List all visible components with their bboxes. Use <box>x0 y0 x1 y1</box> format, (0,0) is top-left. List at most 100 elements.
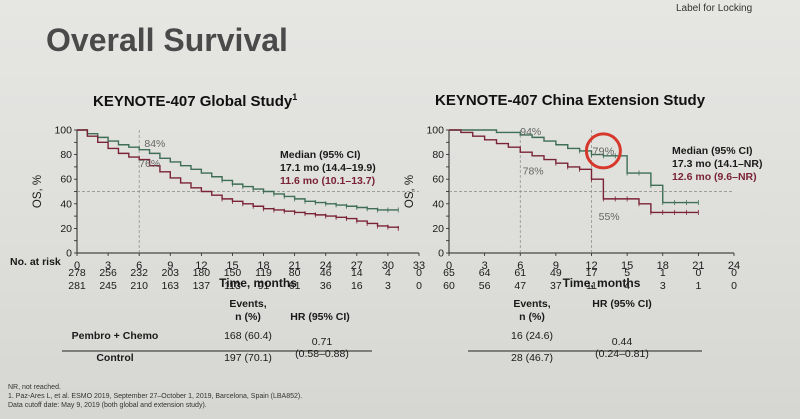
global-median-row: 11.6 mo (10.1–13.7) <box>280 175 375 187</box>
global-at-risk-value: 91 <box>258 280 270 292</box>
global-at-risk-value: 278 <box>68 267 86 279</box>
china-y-tick-label: 0 <box>438 248 444 260</box>
footnotes: NR, not reached. 1. Paz-Ares L, et al. E… <box>8 383 302 410</box>
china-y-tick-label: 20 <box>432 223 444 235</box>
global-x-tick-label: 27 <box>351 260 363 272</box>
global-x-tick-label: 12 <box>195 260 207 272</box>
china-median-row: 17.3 mo (14.1–NR) <box>672 158 762 170</box>
top-label: Label for Locking <box>676 3 753 14</box>
global-x-tick-label: 15 <box>226 260 238 272</box>
right-table-hr-ci: (0.24–0.81) <box>595 348 649 360</box>
global-at-risk-value: 150 <box>224 267 242 279</box>
china-x-tick-label: 0 <box>446 260 452 272</box>
left-table-hr-ci: (0.58–0.88) <box>295 348 349 360</box>
left-table-arm: Control <box>96 352 133 364</box>
global-at-risk-value: 0 <box>416 267 422 279</box>
global-at-risk-value: 0 <box>416 280 422 292</box>
global-y-tick-label: 0 <box>66 248 72 260</box>
china-at-risk-value: 56 <box>479 280 491 292</box>
global-median-title: Median (95% CI) <box>280 149 361 161</box>
global-at-risk-value: 137 <box>193 280 211 292</box>
global-at-risk-value: 61 <box>289 280 301 292</box>
china-at-risk-value: 0 <box>731 267 737 279</box>
china-x-tick-label: 12 <box>585 260 597 272</box>
china-x-tick-label: 15 <box>621 260 633 272</box>
china-annotation: 78% <box>523 165 544 177</box>
at-risk-label: No. at risk <box>10 256 61 268</box>
global-at-risk-value: 232 <box>130 267 148 279</box>
china-at-risk-value: 49 <box>550 267 562 279</box>
global-at-risk-value: 163 <box>162 280 180 292</box>
footnote-line: 1. Paz-Ares L, et al. ESMO 2019, Septemb… <box>8 393 303 400</box>
global-annotation: 84% <box>144 138 165 150</box>
right-table-hr: 0.44 <box>612 336 633 348</box>
china-x-tick-label: 18 <box>657 260 669 272</box>
china-y-axis-label: OS, % <box>404 175 416 208</box>
global-at-risk-value: 36 <box>320 280 332 292</box>
global-x-tick-label: 21 <box>289 260 301 272</box>
global-at-risk-value: 4 <box>385 267 391 279</box>
left-hr-header: HR (95% CI) <box>290 311 350 323</box>
global-at-risk-value: 210 <box>130 280 148 292</box>
china-study-title: KEYNOTE-407 China Extension Study <box>435 92 706 109</box>
china-y-tick-label: 40 <box>432 198 444 210</box>
china-at-risk-value: 5 <box>624 267 630 279</box>
global-at-risk-value: 14 <box>351 267 363 279</box>
china-at-risk-value: 4 <box>624 280 630 292</box>
right-table-events: 16 (24.6) <box>511 330 553 342</box>
china-x-tick-label: 21 <box>692 260 704 272</box>
global-at-risk-value: 245 <box>99 280 117 292</box>
china-annotation: 55% <box>599 211 620 223</box>
china-x-tick-label: 9 <box>553 260 559 272</box>
global-at-risk-value: 16 <box>351 280 363 292</box>
china-at-risk-value: 1 <box>660 267 666 279</box>
global-y-tick-label: 20 <box>60 223 72 235</box>
china-at-risk-value: 0 <box>695 267 701 279</box>
global-study-title: KEYNOTE-407 Global Study1 <box>93 92 297 110</box>
global-study-title-text: KEYNOTE-407 Global Study <box>93 93 293 110</box>
global-study-title-sup: 1 <box>292 92 298 102</box>
china-median-row: 12.6 mo (9.6–NR) <box>672 171 757 183</box>
global-annotation: 76% <box>139 158 160 170</box>
right-hr-header: HR (95% CI) <box>592 298 652 310</box>
china-at-risk-value: 64 <box>479 267 491 279</box>
global-x-tick-label: 0 <box>74 260 80 272</box>
global-at-risk-value: 256 <box>99 267 117 279</box>
global-x-tick-label: 9 <box>167 260 173 272</box>
global-y-tick-label: 100 <box>54 125 72 137</box>
right-events-header: Events, <box>513 298 550 310</box>
china-y-tick-label: 60 <box>432 174 444 186</box>
left-table-events: 197 (70.1) <box>224 352 272 364</box>
global-x-tick-label: 6 <box>136 260 142 272</box>
china-at-risk-value: 0 <box>731 280 737 292</box>
china-highlight-circle <box>584 132 622 170</box>
right-events-header-n: n (%) <box>519 311 545 323</box>
china-y-tick-label: 100 <box>426 125 444 137</box>
china-annotation: 94% <box>520 126 541 138</box>
global-y-axis-label: OS, % <box>32 175 44 208</box>
china-at-risk-value: 37 <box>550 280 562 292</box>
china-at-risk-value: 61 <box>514 267 526 279</box>
global-x-tick-label: 18 <box>257 260 269 272</box>
china-at-risk-value: 17 <box>586 267 598 279</box>
left-table-hr: 0.71 <box>312 336 333 348</box>
global-x-tick-label: 30 <box>382 260 394 272</box>
left-events-header: Events, <box>229 298 266 310</box>
right-table-events: 28 (46.7) <box>511 352 553 364</box>
left-table-arm: Pembro + Chemo <box>72 330 159 342</box>
china-series-control-line <box>449 129 699 214</box>
global-at-risk-value: 80 <box>289 267 301 279</box>
china-median-title: Median (95% CI) <box>672 145 753 157</box>
china-x-tick-label: 24 <box>728 260 740 272</box>
china-at-risk-value: 11 <box>586 280 597 292</box>
global-at-risk-value: 203 <box>162 267 180 279</box>
china-at-risk-value: 65 <box>443 267 455 279</box>
global-x-tick-label: 24 <box>320 260 332 272</box>
footnote-line: NR, not reached. <box>8 384 61 391</box>
china-at-risk-value: 60 <box>443 280 455 292</box>
global-x-tick-label: 33 <box>413 260 425 272</box>
china-at-risk-value: 47 <box>514 280 526 292</box>
